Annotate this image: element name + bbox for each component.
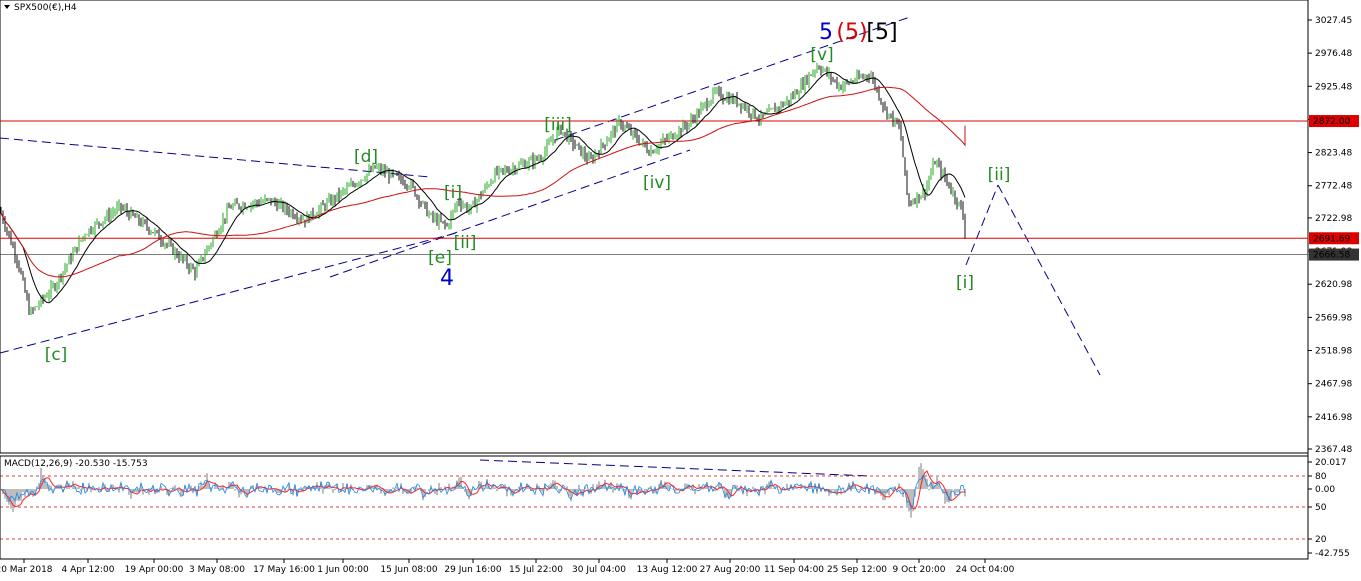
time-tick-label: 9 Oct 20:00 xyxy=(893,565,946,575)
price-tick-label: 2518.98 xyxy=(1315,347,1352,357)
time-tick-label: 1 Jun 00:00 xyxy=(317,565,369,575)
trendline xyxy=(554,16,911,141)
wave-label: 5 xyxy=(819,20,833,45)
time-tick-label: 17 May 16:00 xyxy=(253,565,315,575)
price-tick-label: 2925.48 xyxy=(1315,82,1352,92)
trendlines xyxy=(0,16,1101,477)
time-axis-ticks: 20 Mar 2018 4 Apr 12:00 19 Apr 00:00 3 May … xyxy=(0,559,1015,575)
price-tick-label: 2467.98 xyxy=(1315,380,1352,390)
macd-indicator xyxy=(0,463,1308,540)
wave-labels: [c] [d] [e]4 [i] [ii] [iii] [iv] [v]5 (5)[5] [i] [… xyxy=(45,20,1011,365)
wave-label: [iv] xyxy=(643,173,671,193)
wave-label: [d] xyxy=(354,147,378,167)
time-tick-label: 3 May 08:00 xyxy=(189,565,245,575)
macd-panel-frame xyxy=(0,455,1309,560)
level-tag-bg xyxy=(1309,248,1359,261)
price-panel-frame xyxy=(0,0,1309,454)
wave-label: [e] xyxy=(428,248,452,268)
price-tick-label: 2367.48 xyxy=(1315,445,1352,455)
time-tick-label: 15 Jun 08:00 xyxy=(380,565,437,575)
trendline xyxy=(329,149,691,278)
time-tick-label: 25 Sep 12:00 xyxy=(827,565,887,575)
ma-slow-line xyxy=(0,86,966,278)
price-tick-label: 2722.98 xyxy=(1315,214,1352,224)
macd-tick-label: 50 xyxy=(1315,503,1327,513)
price-tick-label: 2620.98 xyxy=(1315,280,1352,290)
wave-label: [i] xyxy=(444,183,462,203)
time-tick-label: 29 Jun 16:00 xyxy=(444,565,501,575)
time-tick-label: 30 Jul 04:00 xyxy=(572,565,626,575)
time-tick-label: 13 Aug 12:00 xyxy=(637,565,698,575)
candles xyxy=(0,62,966,315)
price-tick-label: 2976.48 xyxy=(1315,49,1352,59)
macd-tick-label: 20.017 xyxy=(1315,458,1347,468)
time-tick-label: 4 Apr 12:00 xyxy=(62,565,115,575)
level-tag-label: 2691.69 xyxy=(1313,234,1350,244)
time-tick-label: 24 Oct 04:00 xyxy=(956,565,1015,575)
time-tick-label: 27 Aug 20:00 xyxy=(700,565,761,575)
wave-label: [iii] xyxy=(544,115,571,135)
trendline xyxy=(479,459,871,477)
wave-label: [v] xyxy=(810,45,833,65)
wave-label: [ii] xyxy=(454,233,477,253)
trendline xyxy=(997,184,1101,376)
macd-line xyxy=(0,474,966,510)
time-tick-label: 15 Jul 22:00 xyxy=(509,565,563,575)
macd-tick-label: 20 xyxy=(1315,535,1327,545)
macd-tick-label: 0.00 xyxy=(1315,485,1335,495)
horizontal-levels xyxy=(0,120,1308,255)
wave-label: (5) xyxy=(836,20,867,45)
macd-tick-label: -42.755 xyxy=(1315,549,1350,559)
wave-label: [i] xyxy=(956,273,974,293)
price-tick-label: 2772.48 xyxy=(1315,182,1352,192)
symbol-label: SPX500(€),H4 xyxy=(14,3,77,13)
wave-label: 4 xyxy=(440,266,454,291)
level-tag-label: 2666.58 xyxy=(1313,251,1350,261)
level-tags: 2872.00 2691.69 2666.58 xyxy=(1309,115,1359,261)
trendline xyxy=(0,231,461,354)
wave-label: [5] xyxy=(866,20,897,45)
macd-tick-label: 80 xyxy=(1315,472,1327,482)
moving-averages xyxy=(0,71,966,304)
time-tick-label: 19 Apr 00:00 xyxy=(125,565,184,575)
wave-label: [ii] xyxy=(988,165,1011,185)
macd-header: MACD(12,26,9) -20.530 -15.753 xyxy=(4,459,148,469)
ma-fast-line xyxy=(0,71,966,304)
trendline xyxy=(965,184,999,266)
price-tick-label: 3027.45 xyxy=(1315,16,1352,26)
level-tag-label: 2872.00 xyxy=(1313,117,1350,127)
time-tick-label: 11 Sep 04:00 xyxy=(764,565,824,575)
price-tick-label: 2823.48 xyxy=(1315,149,1352,159)
trendline xyxy=(0,137,431,178)
macd-axis-ticks: 20.017 80 0.00 50 20 -42.755 xyxy=(1308,458,1350,559)
dropdown-triangle-icon xyxy=(4,5,10,9)
level-tag-bg xyxy=(1309,115,1359,128)
price-tick-label: 2569.98 xyxy=(1315,313,1352,323)
symbol-header: SPX500(€),H4 xyxy=(4,3,77,13)
time-tick-label: 20 Mar 2018 xyxy=(0,565,53,575)
wave-label: [c] xyxy=(45,345,68,365)
level-tag-bg xyxy=(1309,232,1359,245)
price-tick-label: 2416.98 xyxy=(1315,413,1352,423)
